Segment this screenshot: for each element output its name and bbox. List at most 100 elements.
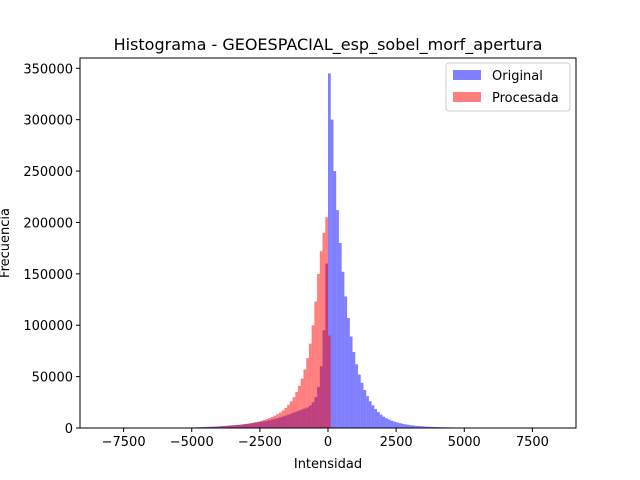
bar-original-71 [382, 416, 386, 428]
bar-original-70 [379, 414, 383, 428]
legend-swatch-original [453, 70, 481, 80]
bar-original-65 [366, 396, 369, 428]
bar-original-90 [434, 426, 438, 428]
x-axis-label: Intensidad [294, 457, 362, 472]
bar-original-60 [352, 351, 356, 428]
y-tick-label: 250000 [23, 165, 73, 180]
bar-procesada-19 [243, 424, 247, 428]
bar-original-67 [371, 405, 375, 428]
bar-procesada-43 [308, 343, 312, 428]
bar-procesada-18 [240, 424, 244, 428]
bar-original-68 [374, 408, 378, 428]
series-procesada-bars [191, 217, 334, 428]
bar-procesada-14 [229, 425, 233, 428]
bar-procesada-30 [273, 415, 277, 428]
bar-procesada-8 [213, 426, 217, 428]
bar-original-80 [407, 424, 410, 428]
bar-procesada-17 [238, 424, 241, 428]
bar-procesada-42 [306, 358, 309, 428]
bar-procesada-50 [328, 335, 331, 428]
bar-procesada-44 [311, 325, 315, 428]
bar-original-58 [347, 318, 350, 428]
bar-procesada-33 [281, 410, 285, 428]
bar-original-77 [398, 423, 402, 428]
bar-original-84 [417, 426, 421, 428]
bar-procesada-41 [303, 369, 307, 428]
bar-original-81 [409, 425, 413, 428]
bar-procesada-15 [232, 425, 236, 428]
bar-procesada-27 [265, 419, 269, 428]
bar-original-87 [426, 426, 429, 428]
bar-procesada-37 [292, 397, 296, 428]
bar-original-52 [330, 119, 334, 429]
bar-procesada-36 [289, 401, 293, 428]
bar-procesada-38 [295, 392, 299, 428]
bar-original-79 [404, 424, 408, 428]
bar-original-59 [349, 336, 353, 428]
bar-procesada-16 [235, 425, 239, 428]
bar-procesada-21 [248, 423, 252, 428]
bar-original-66 [368, 401, 372, 428]
bar-original-64 [363, 389, 367, 428]
bar-procesada-22 [251, 422, 255, 428]
bar-procesada-35 [287, 404, 290, 428]
bar-original-51 [328, 73, 331, 429]
bar-original-89 [431, 426, 435, 428]
bar-original-75 [393, 421, 397, 428]
bar-procesada-28 [268, 418, 271, 428]
y-tick-label: 0 [65, 422, 73, 437]
y-axis-ticks: 0 50000 100000 150000 200000 250000 300000 3500… [23, 62, 80, 437]
bar-procesada-25 [259, 420, 263, 428]
bar-original-78 [401, 423, 405, 428]
y-tick-label: 200000 [23, 216, 73, 231]
bar-procesada-39 [298, 385, 301, 428]
x-tick-label: 2500 [380, 435, 413, 450]
bar-original-73 [387, 419, 391, 428]
bar-procesada-31 [276, 414, 279, 428]
legend: Original Procesada [445, 62, 571, 112]
x-tick-label: 0 [324, 435, 332, 450]
bar-original-63 [360, 382, 364, 428]
bar-procesada-9 [216, 426, 219, 428]
bar-original-88 [428, 426, 432, 428]
x-tick-label: −2500 [238, 435, 282, 450]
y-tick-label: 50000 [32, 371, 73, 386]
y-axis-label: Frecuencia [0, 208, 13, 278]
bar-original-86 [423, 426, 427, 428]
bar-original-53 [333, 171, 337, 429]
bar-original-55 [338, 243, 342, 428]
bar-original-57 [344, 296, 348, 428]
bar-procesada-13 [227, 426, 230, 428]
bar-procesada-40 [300, 378, 304, 428]
y-tick-label: 150000 [23, 268, 73, 283]
legend-label-procesada: Procesada [492, 91, 559, 106]
bar-procesada-46 [317, 273, 320, 428]
y-tick-label: 300000 [23, 114, 73, 129]
bar-original-74 [390, 420, 394, 428]
plot-area [189, 73, 470, 429]
bar-procesada-26 [262, 419, 266, 428]
x-tick-label: −7500 [102, 435, 146, 450]
bar-procesada-12 [224, 426, 228, 428]
bar-procesada-32 [278, 412, 282, 428]
y-tick-label: 100000 [23, 319, 73, 334]
bar-procesada-48 [322, 232, 326, 428]
bar-original-83 [415, 425, 418, 428]
bar-procesada-29 [270, 416, 274, 428]
bar-original-76 [396, 422, 399, 428]
x-tick-label: 5000 [448, 435, 481, 450]
bar-procesada-49 [325, 217, 328, 428]
legend-label-original: Original [492, 69, 543, 84]
bar-original-82 [412, 425, 416, 428]
bar-procesada-34 [284, 407, 288, 428]
bar-procesada-20 [246, 423, 249, 428]
bar-procesada-10 [218, 426, 222, 428]
bar-original-85 [420, 426, 424, 428]
bar-procesada-47 [319, 251, 323, 428]
bar-procesada-11 [221, 426, 225, 428]
bar-original-69 [377, 412, 380, 428]
bar-procesada-45 [314, 301, 318, 428]
bar-original-72 [385, 418, 388, 428]
bar-procesada-23 [254, 422, 258, 428]
x-tick-label: −5000 [170, 435, 214, 450]
